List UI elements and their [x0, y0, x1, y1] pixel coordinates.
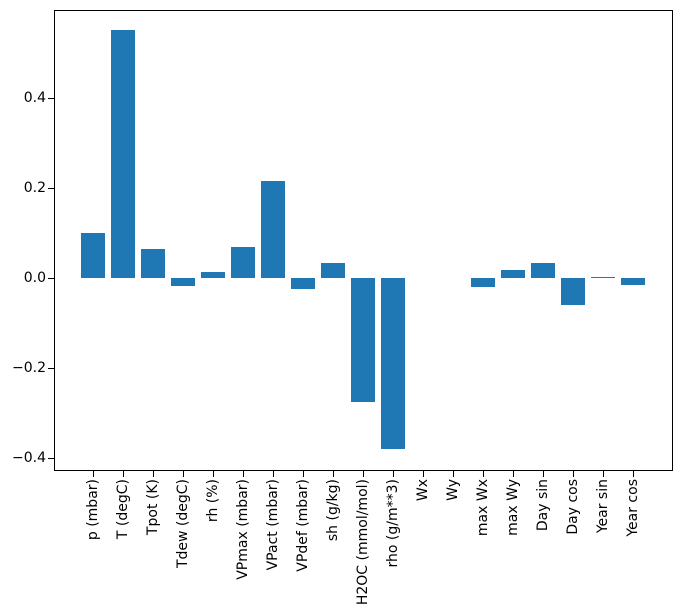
x-tick-mark	[153, 471, 154, 477]
y-tick-mark	[48, 368, 54, 369]
x-tick-label: sh (g/kg)	[325, 479, 341, 542]
bar-tdew-degc	[171, 278, 195, 286]
x-tick-mark	[123, 471, 124, 477]
x-tick-mark	[243, 471, 244, 477]
y-tick-mark	[48, 458, 54, 459]
x-tick-label: Wx	[415, 479, 431, 502]
bar-max-wx	[471, 278, 495, 287]
x-tick-mark	[93, 471, 94, 477]
bar-vpmax-mbar	[231, 247, 255, 278]
y-tick-mark	[48, 98, 54, 99]
bar-vpdef-mbar	[291, 278, 315, 289]
x-tick-mark	[543, 471, 544, 477]
x-tick-mark	[633, 471, 634, 477]
x-tick-label: p (mbar)	[85, 479, 101, 541]
y-tick-mark	[48, 278, 54, 279]
bar-h2oc-mmol-mol	[351, 278, 375, 402]
x-tick-label: T (degC)	[115, 479, 131, 540]
x-tick-mark	[363, 471, 364, 477]
x-tick-label: max Wy	[505, 479, 521, 536]
x-tick-mark	[453, 471, 454, 477]
bar-day-cos	[561, 278, 585, 305]
x-tick-mark	[423, 471, 424, 477]
y-tick-mark	[48, 188, 54, 189]
bar-day-sin	[531, 263, 555, 278]
bar-tpot-k	[141, 249, 165, 278]
x-tick-mark	[213, 471, 214, 477]
y-tick-label: −0.2	[12, 360, 46, 376]
y-tick-label: 0.2	[23, 180, 46, 196]
x-tick-label: Tpot (K)	[145, 479, 161, 536]
bar-year-cos	[621, 278, 645, 285]
x-tick-mark	[513, 471, 514, 477]
x-tick-mark	[183, 471, 184, 477]
bar-t-degc	[111, 30, 135, 278]
x-tick-label: VPmax (mbar)	[235, 479, 251, 580]
x-tick-mark	[603, 471, 604, 477]
bar-rh	[201, 272, 225, 278]
x-tick-mark	[573, 471, 574, 477]
x-tick-label: VPact (mbar)	[265, 479, 281, 571]
x-tick-mark	[273, 471, 274, 477]
x-tick-label: rh (%)	[205, 479, 221, 523]
y-tick-label: 0.0	[23, 270, 46, 286]
x-tick-mark	[333, 471, 334, 477]
x-tick-label: Year sin	[595, 479, 611, 534]
x-tick-label: VPdef (mbar)	[295, 479, 311, 572]
x-tick-mark	[393, 471, 394, 477]
bar-max-wy	[501, 270, 525, 278]
bar-p-mbar	[81, 233, 105, 278]
x-tick-label: Day sin	[535, 479, 551, 532]
bar-year-sin	[591, 277, 615, 278]
y-tick-label: 0.4	[23, 90, 46, 106]
bar-rho-g-m-3	[381, 278, 405, 449]
x-tick-mark	[483, 471, 484, 477]
x-tick-label: Day cos	[565, 479, 581, 535]
bar-vpact-mbar	[261, 181, 285, 278]
x-tick-mark	[303, 471, 304, 477]
x-tick-label: rho (g/m**3)	[385, 479, 401, 568]
x-tick-label: Tdew (degC)	[175, 479, 191, 569]
y-tick-label: −0.4	[12, 450, 46, 466]
bar-sh-g-kg	[321, 263, 345, 278]
x-tick-label: max Wx	[475, 479, 491, 537]
x-tick-label: Year cos	[625, 479, 641, 537]
x-tick-label: Wy	[445, 479, 461, 501]
x-tick-label: H2OC (mmol/mol)	[355, 479, 371, 606]
